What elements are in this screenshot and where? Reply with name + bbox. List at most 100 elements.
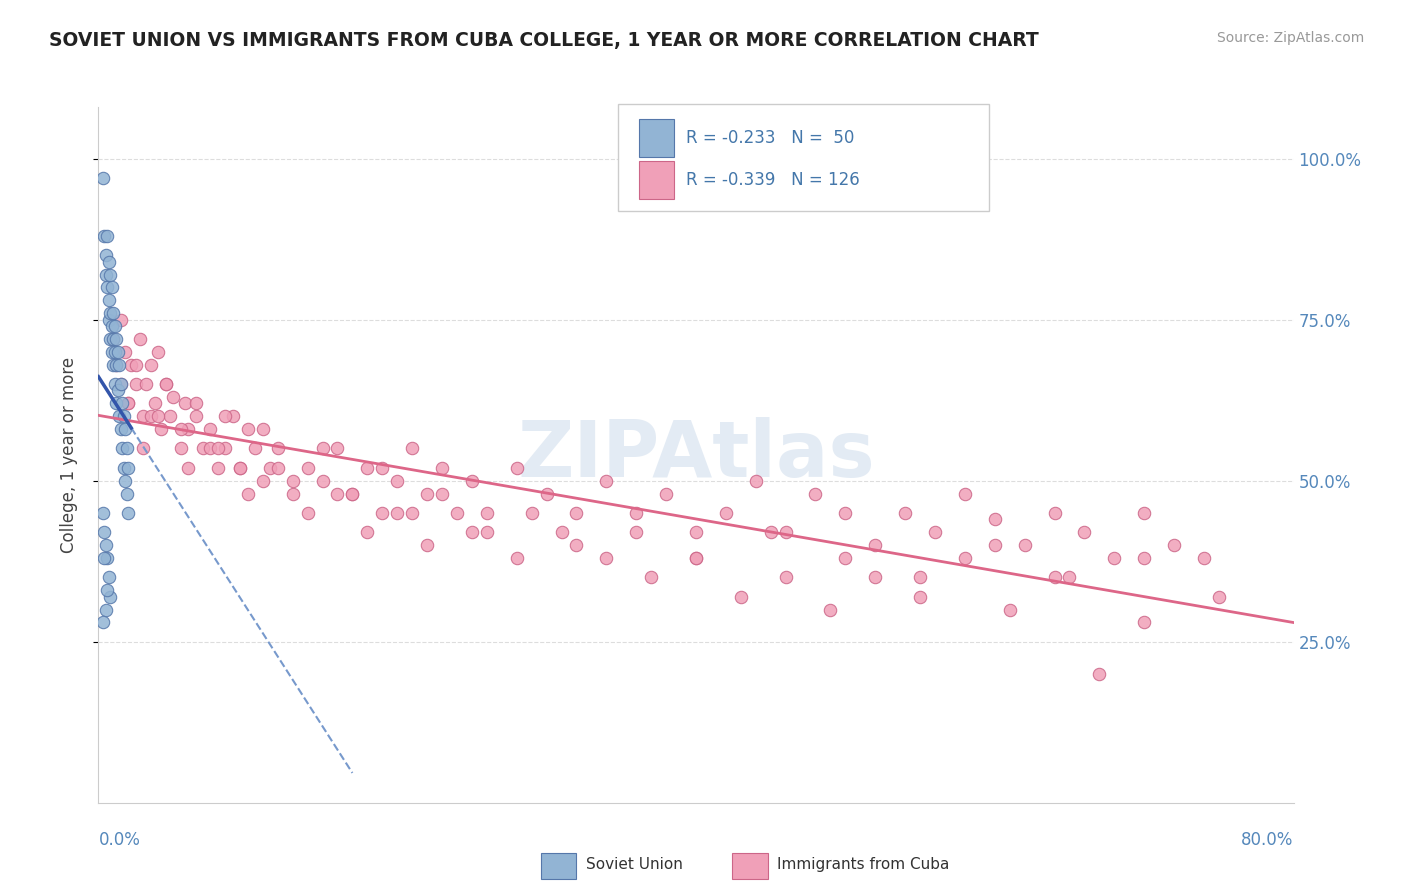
Point bbox=[461, 525, 484, 540]
Point bbox=[252, 422, 274, 436]
Point bbox=[115, 486, 138, 500]
Point bbox=[595, 551, 617, 566]
Point bbox=[506, 551, 529, 566]
Point bbox=[155, 377, 177, 392]
Point bbox=[214, 442, 236, 456]
Point bbox=[104, 319, 127, 334]
Point bbox=[132, 442, 155, 456]
Point bbox=[685, 551, 707, 566]
Point bbox=[207, 460, 229, 475]
Point bbox=[311, 474, 333, 488]
Point bbox=[1163, 538, 1185, 552]
Point bbox=[745, 474, 768, 488]
Point bbox=[94, 248, 117, 262]
Point bbox=[97, 570, 120, 584]
Point bbox=[200, 442, 222, 456]
Point bbox=[91, 170, 114, 185]
Point bbox=[114, 474, 136, 488]
Point bbox=[148, 344, 170, 359]
Point bbox=[953, 551, 976, 566]
Point bbox=[207, 442, 229, 456]
Point bbox=[91, 506, 114, 520]
Point bbox=[984, 512, 1007, 526]
Point bbox=[229, 460, 252, 475]
Point bbox=[107, 384, 129, 398]
Bar bbox=[733, 853, 768, 880]
Text: 0.0%: 0.0% bbox=[98, 830, 141, 848]
Point bbox=[984, 538, 1007, 552]
Point bbox=[98, 306, 122, 320]
Point bbox=[401, 442, 423, 456]
Point bbox=[103, 332, 125, 346]
Point bbox=[342, 486, 364, 500]
Point bbox=[1208, 590, 1230, 604]
Point bbox=[385, 506, 409, 520]
Point bbox=[259, 460, 281, 475]
Text: 80.0%: 80.0% bbox=[1241, 830, 1294, 848]
Point bbox=[125, 377, 148, 392]
Point bbox=[430, 460, 453, 475]
Point bbox=[101, 344, 124, 359]
Point bbox=[401, 506, 423, 520]
Point bbox=[1088, 667, 1111, 681]
Point bbox=[550, 525, 572, 540]
Point bbox=[475, 525, 498, 540]
Point bbox=[114, 422, 136, 436]
Point bbox=[200, 422, 222, 436]
Point bbox=[103, 306, 125, 320]
Point bbox=[97, 312, 120, 326]
Point bbox=[96, 280, 118, 294]
Point bbox=[1192, 551, 1215, 566]
Point bbox=[626, 525, 648, 540]
Point bbox=[174, 396, 197, 410]
Point bbox=[104, 377, 127, 392]
Point bbox=[177, 422, 200, 436]
Point bbox=[924, 525, 946, 540]
Point bbox=[91, 615, 114, 630]
Point bbox=[1133, 506, 1156, 520]
Point bbox=[108, 409, 131, 424]
Point bbox=[111, 396, 134, 410]
Point bbox=[98, 332, 122, 346]
Point bbox=[177, 460, 200, 475]
Point bbox=[112, 460, 135, 475]
Point bbox=[475, 506, 498, 520]
Point bbox=[245, 442, 267, 456]
Point bbox=[356, 525, 378, 540]
Point bbox=[105, 358, 128, 372]
Point bbox=[342, 486, 364, 500]
Point bbox=[595, 474, 617, 488]
Point bbox=[105, 396, 128, 410]
Point bbox=[820, 602, 842, 616]
Point bbox=[110, 377, 132, 392]
Point bbox=[416, 538, 439, 552]
Point bbox=[446, 506, 468, 520]
Point bbox=[117, 396, 139, 410]
Bar bbox=[638, 120, 675, 158]
Point bbox=[93, 551, 115, 566]
Point bbox=[139, 409, 162, 424]
Point bbox=[125, 358, 148, 372]
Point bbox=[110, 422, 132, 436]
Text: Source: ZipAtlas.com: Source: ZipAtlas.com bbox=[1216, 31, 1364, 45]
Point bbox=[834, 551, 856, 566]
Point bbox=[96, 551, 118, 566]
Point bbox=[685, 525, 707, 540]
Text: Immigrants from Cuba: Immigrants from Cuba bbox=[778, 857, 949, 872]
Point bbox=[97, 254, 120, 268]
Point bbox=[114, 344, 136, 359]
Point bbox=[385, 474, 409, 488]
Point bbox=[1059, 570, 1081, 584]
Point bbox=[998, 602, 1021, 616]
Point bbox=[120, 358, 142, 372]
Text: Soviet Union: Soviet Union bbox=[586, 857, 683, 872]
Point bbox=[184, 409, 207, 424]
Point bbox=[191, 442, 214, 456]
Point bbox=[101, 280, 124, 294]
Point bbox=[252, 474, 274, 488]
Point bbox=[267, 442, 290, 456]
Point bbox=[1073, 525, 1095, 540]
Point bbox=[236, 486, 259, 500]
Point bbox=[105, 358, 128, 372]
Point bbox=[655, 486, 678, 500]
